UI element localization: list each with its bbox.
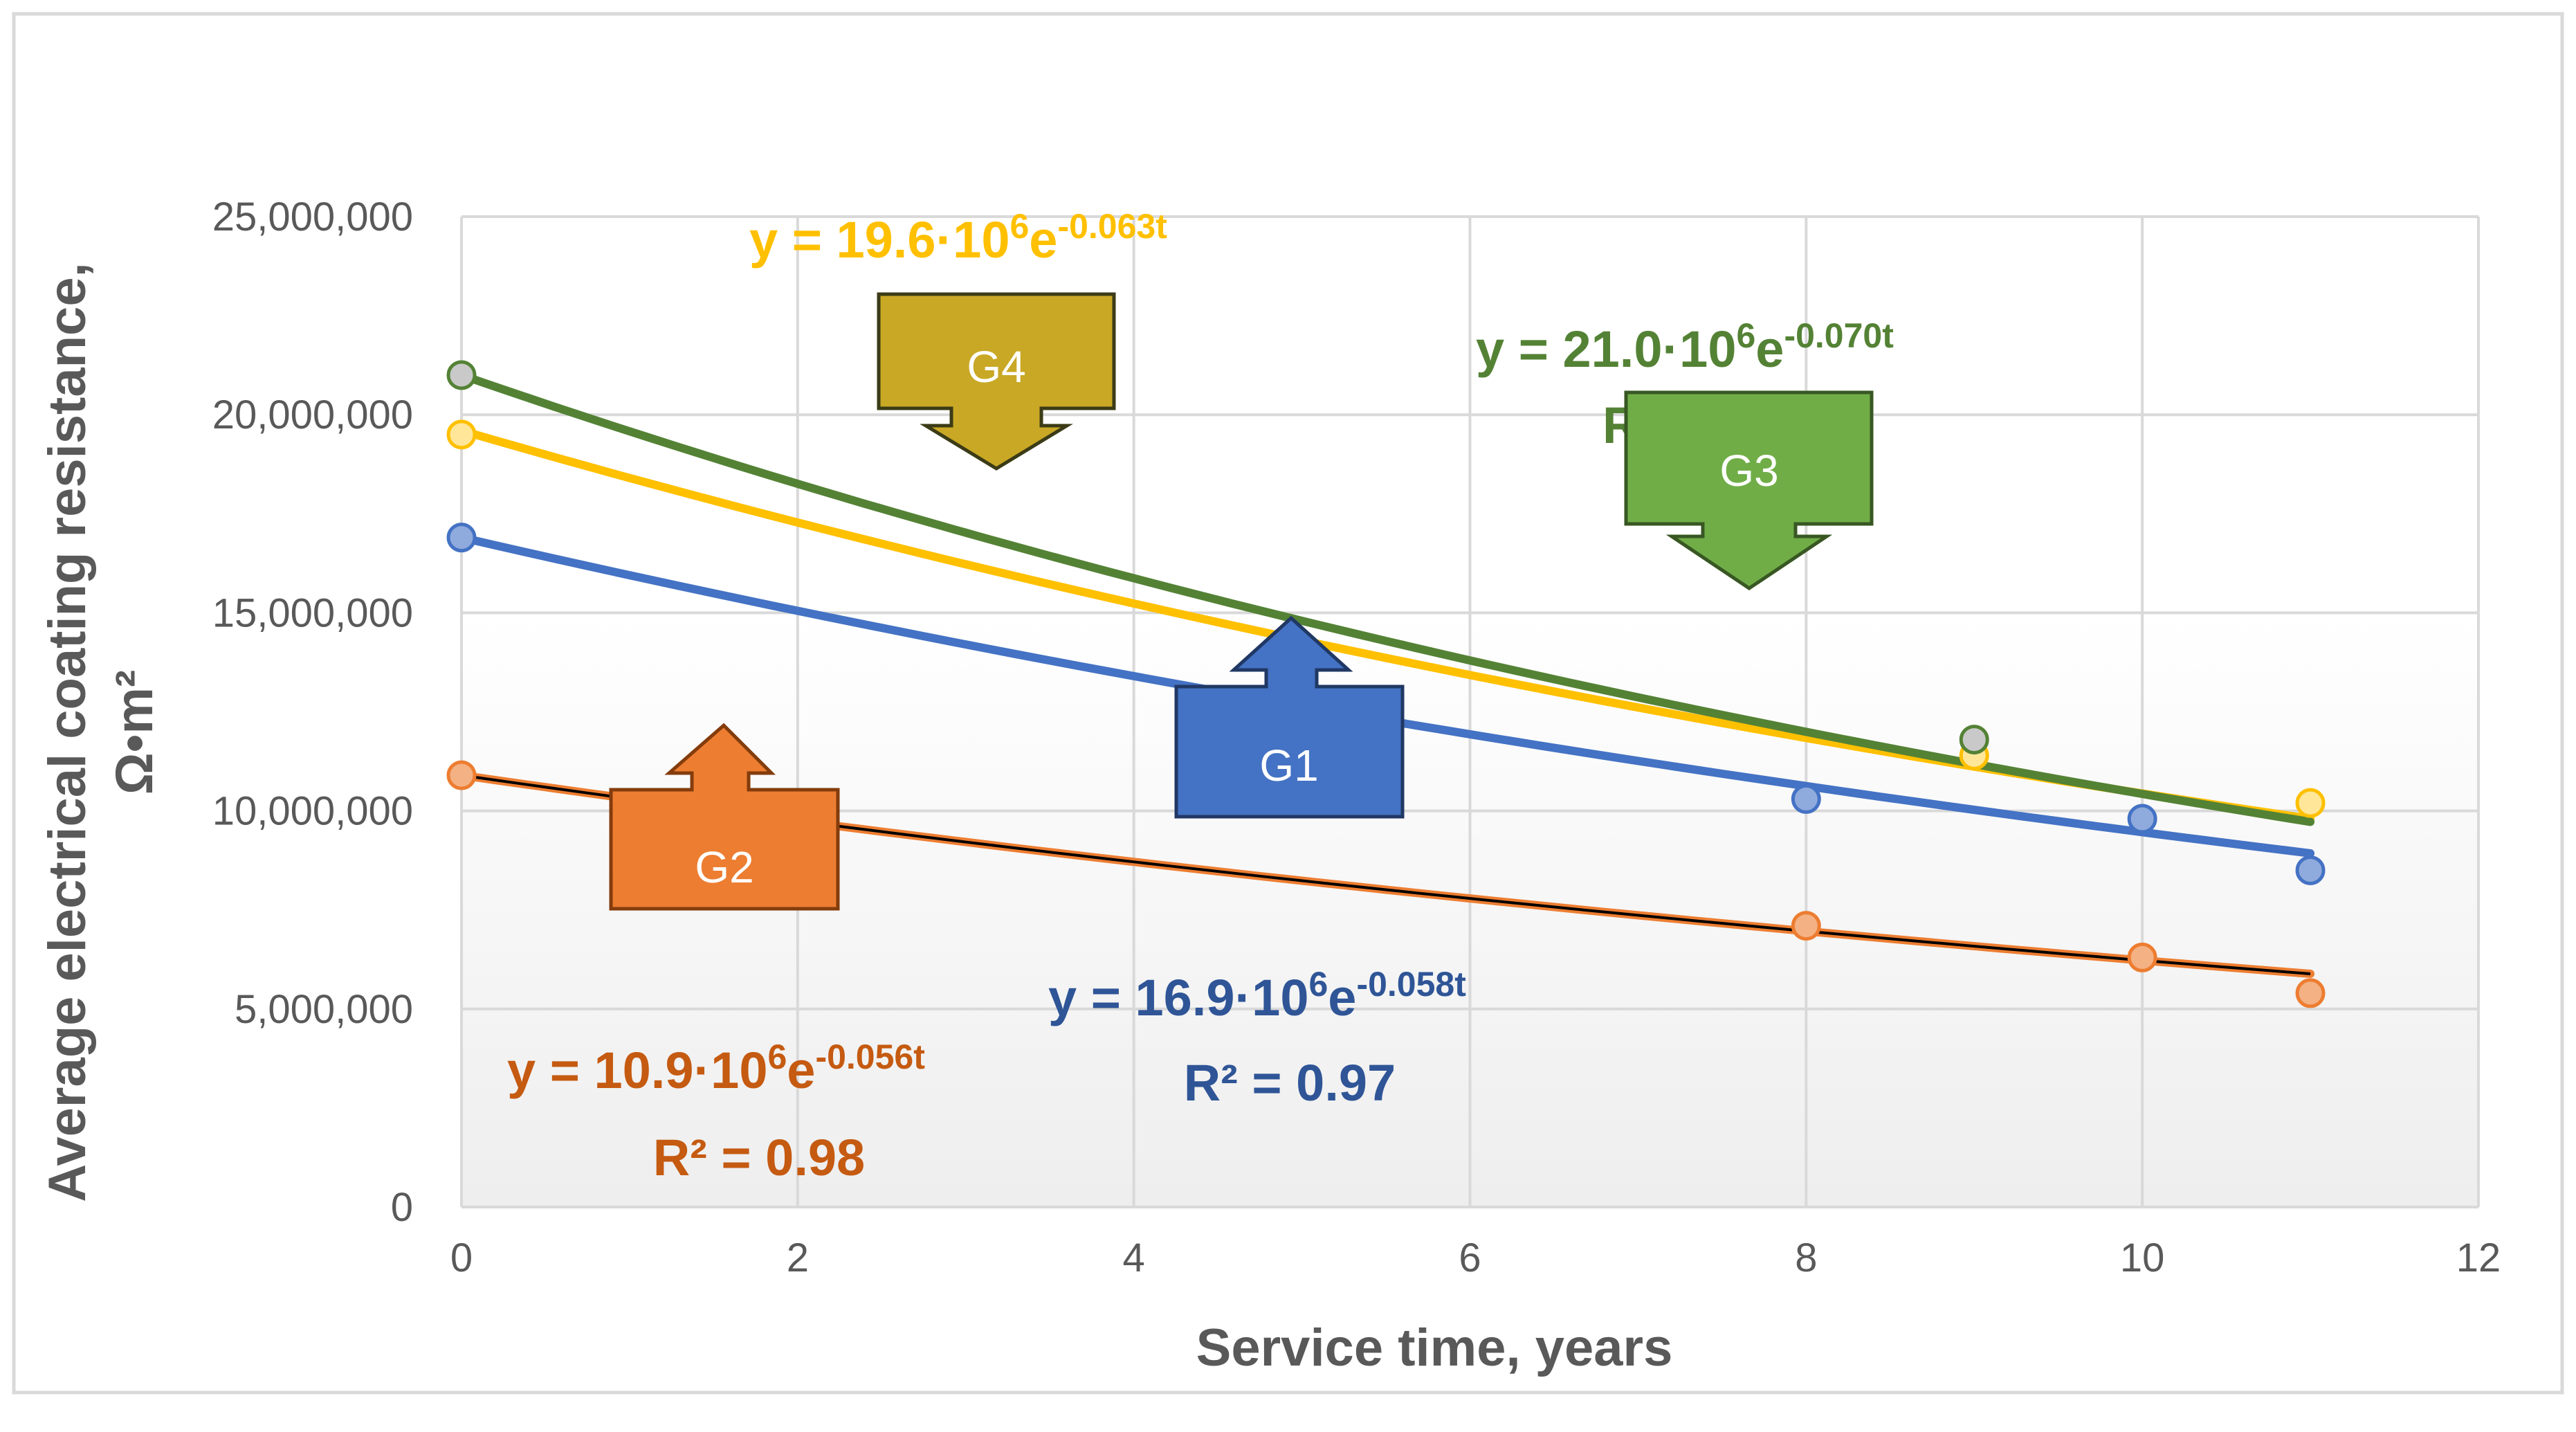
g2-equation: y = 10.9·106e-0.056t	[507, 1037, 925, 1099]
y-tick-label: 5,000,000	[235, 987, 413, 1032]
g2-data-point	[2127, 942, 2157, 972]
y-tick-label: 15,000,000	[212, 590, 413, 635]
g3-callout: G3	[1624, 390, 1874, 591]
x-tick-label: 8	[1795, 1235, 1817, 1280]
x-tick-label: 12	[2456, 1235, 2501, 1280]
y-axis-title-units: Ω•m²	[105, 670, 164, 795]
x-tick-label: 2	[787, 1235, 809, 1280]
y-tick-label: 10,000,000	[212, 789, 413, 834]
g4-callout: G4	[877, 292, 1116, 471]
x-tick-label: 6	[1459, 1235, 1481, 1280]
g3-equation: y = 21.0·106e-0.070t	[1476, 316, 1894, 378]
g2-data-point	[1791, 911, 1821, 941]
g3-callout-label: G3	[1719, 446, 1778, 496]
x-tick-label: 4	[1123, 1235, 1145, 1280]
g2-callout: G2	[609, 723, 840, 911]
g1-r2: R² = 0.97	[1184, 1054, 1396, 1112]
g1-callout-shape	[1174, 615, 1405, 819]
y-tick-label: 25,000,000	[212, 194, 413, 239]
g1-data-point	[1791, 783, 1821, 814]
g3-callout-shape	[1624, 390, 1874, 591]
g3-data-point	[1959, 725, 1989, 755]
x-axis-title: Service time, years	[1196, 1318, 1673, 1377]
g3-data-point	[446, 360, 477, 390]
x-tick-label: 10	[2120, 1235, 2165, 1280]
g4-data-point	[446, 419, 477, 450]
g1-callout-label: G1	[1259, 741, 1318, 790]
g1-data-point	[446, 523, 477, 553]
g1-data-point	[2295, 855, 2326, 885]
y-axis-title: Average electrical coating resistance,	[38, 262, 97, 1202]
x-tick-label: 0	[450, 1235, 473, 1280]
g2-data-point	[2295, 978, 2326, 1008]
g1-callout: G1	[1174, 615, 1405, 819]
g2-data-point	[446, 760, 477, 790]
g4-callout-label: G4	[967, 342, 1025, 392]
data-points	[446, 360, 2326, 1008]
y-tick-label: 0	[391, 1185, 413, 1230]
tick-labels: 0 2 4 6 8 10 12 0 5,000,000 10,000,000 15,000,000 2…	[212, 194, 2501, 1280]
g2-r2: R² = 0.98	[653, 1129, 865, 1186]
g2-callout-label: G2	[695, 842, 753, 892]
g1-equation: y = 16.9·106e-0.058t	[1048, 965, 1466, 1026]
g4-data-point	[2295, 788, 2326, 818]
g1-data-point	[2127, 804, 2157, 834]
g4-equation: y = 19.6·106e-0.063t	[749, 207, 1167, 269]
g3-trendline	[457, 371, 2315, 826]
g4-callout-shape	[877, 292, 1116, 471]
g2-callout-shape	[609, 723, 840, 911]
y-tick-label: 20,000,000	[212, 392, 413, 437]
